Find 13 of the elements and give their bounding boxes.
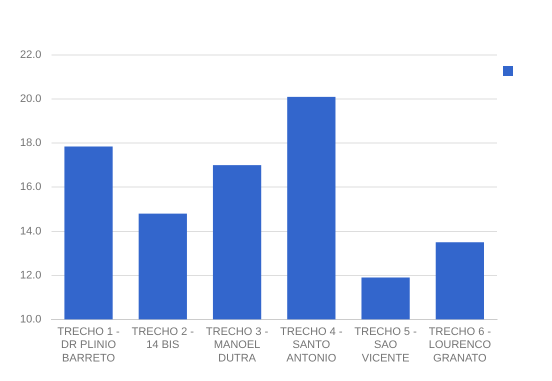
y-tick-label: 18.0 xyxy=(20,137,42,150)
x-tick-label: TRECHO 5 - SAO VICENTE xyxy=(354,326,418,364)
x-tick-label: TRECHO 6 - LOURENCO GRANATO xyxy=(428,326,492,364)
y-tick-label: 10.0 xyxy=(20,313,42,326)
y-tick-label: 16.0 xyxy=(20,181,42,194)
x-tick-label: TRECHO 3 - MANOEL DUTRA xyxy=(206,326,269,364)
y-tick-label: 22.0 xyxy=(20,49,42,62)
x-tick-label: TRECHO 2 - 14 BIS xyxy=(132,326,194,352)
y-tick-label: 20.0 xyxy=(20,93,42,106)
x-tick-label: TRECHO 1 - DR PLINIO BARRETO xyxy=(57,326,120,364)
y-tick-label: 14.0 xyxy=(20,225,42,238)
x-tick-label: TRECHO 4 - SANTO ANTONIO xyxy=(280,326,343,364)
y-tick-label: 12.0 xyxy=(20,269,42,282)
